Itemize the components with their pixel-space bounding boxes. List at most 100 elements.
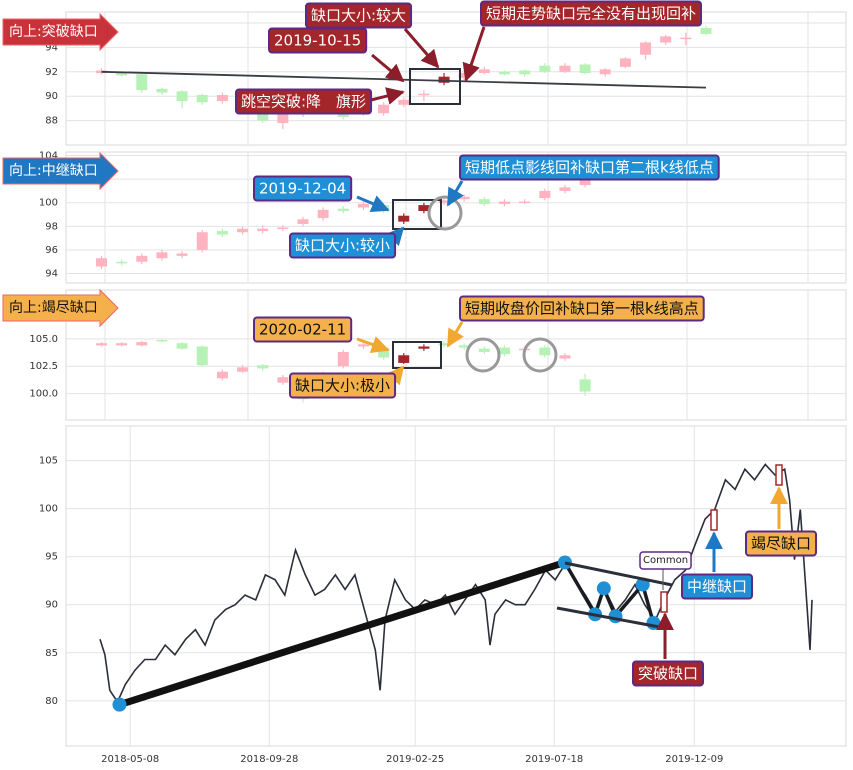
annotation: 中继缺口 — [687, 578, 747, 596]
candle-body — [136, 342, 148, 346]
candle-body — [640, 42, 652, 55]
annotation: 短期低点影线回补缺口第二根k线低点 — [465, 159, 714, 177]
candle-body — [176, 253, 188, 256]
candle-body — [478, 69, 490, 74]
candle-body — [579, 379, 591, 392]
candle-body — [519, 201, 531, 204]
y-tick-label: 95 — [45, 552, 58, 563]
candle-body — [458, 345, 470, 348]
arrow — [403, 28, 440, 69]
candle-body — [277, 377, 289, 383]
y-tick-label: 98 — [45, 221, 58, 232]
arrow — [462, 26, 486, 82]
candle-body — [438, 343, 450, 346]
y-tick-label: 100.0 — [29, 389, 58, 400]
candle-body — [277, 112, 289, 124]
y-tick-label: 90 — [45, 600, 58, 611]
candle-body — [398, 355, 410, 363]
candle-body — [398, 215, 410, 222]
banners: 向上:突破缺口 向上:中继缺口 向上:竭尽缺口 — [2, 12, 119, 328]
triangle-edge — [564, 561, 673, 587]
candle-body — [116, 73, 128, 76]
y-tick-label: 92 — [45, 67, 58, 78]
panel-frame — [65, 289, 847, 421]
gap-marker — [660, 591, 668, 613]
x-tick-label: 2018-05-08 — [101, 754, 159, 765]
candle-body — [599, 69, 611, 75]
annotation: 竭尽缺口 — [751, 535, 811, 553]
y-tick-label: 104 — [39, 151, 58, 162]
annotation: 突破缺口 — [638, 665, 698, 683]
annotation-box — [235, 88, 373, 115]
annotation: 缺口大小:较小 — [295, 237, 390, 255]
candle-body — [499, 201, 510, 204]
candle-body — [559, 187, 571, 191]
candle-body — [116, 343, 128, 346]
annotation: 缺口大小:极小 — [295, 377, 390, 395]
candle-body — [579, 64, 591, 74]
arrow — [371, 53, 405, 83]
candle-body — [196, 94, 208, 103]
overlays — [356, 26, 788, 659]
fill-circle — [465, 337, 501, 373]
banner — [2, 12, 119, 52]
candle-body — [418, 346, 430, 349]
x-tick-label: 2018-09-28 — [240, 754, 298, 765]
annotation: 2020-02-11 — [259, 321, 346, 339]
candle-body — [196, 232, 208, 250]
arrow — [446, 180, 464, 207]
candle-body — [559, 65, 571, 72]
annotation: 2019-12-04 — [259, 180, 346, 198]
y-tick-label: 100 — [39, 504, 58, 515]
banner — [2, 288, 119, 328]
candle-body — [378, 104, 390, 114]
annotation-box — [289, 232, 397, 259]
candle-body — [156, 88, 168, 93]
candle-body — [478, 348, 490, 352]
candle-body — [156, 252, 168, 259]
candle-body — [337, 208, 349, 212]
y-tick-label: 94 — [45, 269, 58, 280]
annotation-box — [289, 372, 397, 399]
fill-circle — [522, 337, 558, 373]
candle-body — [660, 36, 672, 43]
candle-body — [539, 347, 551, 356]
candle-body — [116, 261, 128, 264]
banner-label: 向上:竭尽缺口 — [9, 300, 98, 316]
triangle-edge — [556, 606, 666, 630]
candle-body — [398, 99, 410, 105]
gap-box — [409, 68, 461, 105]
arrow — [370, 87, 405, 105]
annotation-box — [480, 0, 703, 27]
annotation-box — [268, 27, 368, 54]
candle-body — [357, 344, 369, 347]
x-tick-label: 2019-12-09 — [665, 754, 723, 765]
y-tick-label: 80 — [45, 696, 58, 707]
annotation-box — [459, 295, 705, 322]
candle-body — [619, 58, 631, 67]
candle-body — [136, 255, 148, 262]
panel-frame — [65, 151, 847, 284]
candle-body — [499, 71, 510, 75]
y-tick-label: 90 — [45, 91, 58, 102]
candle-body — [539, 190, 551, 199]
candle-body — [680, 37, 692, 40]
annotation: 缺口大小:较大 — [311, 7, 406, 25]
annotation-box — [632, 660, 705, 687]
y-tick-label: 88 — [45, 116, 58, 127]
pattern-point — [596, 581, 611, 596]
candle-body — [196, 346, 208, 366]
arrow — [356, 195, 390, 213]
candle-body — [357, 203, 369, 208]
candle-body — [176, 91, 188, 102]
arrow — [446, 321, 464, 348]
banner-label: 向上:中继缺口 — [9, 163, 98, 179]
candle-body — [277, 227, 289, 230]
candle-body — [478, 199, 490, 204]
candle-body — [438, 200, 450, 203]
candle-body — [216, 94, 228, 102]
candle-body — [237, 367, 249, 372]
annotation-box — [681, 573, 754, 600]
candle-body — [418, 93, 430, 96]
